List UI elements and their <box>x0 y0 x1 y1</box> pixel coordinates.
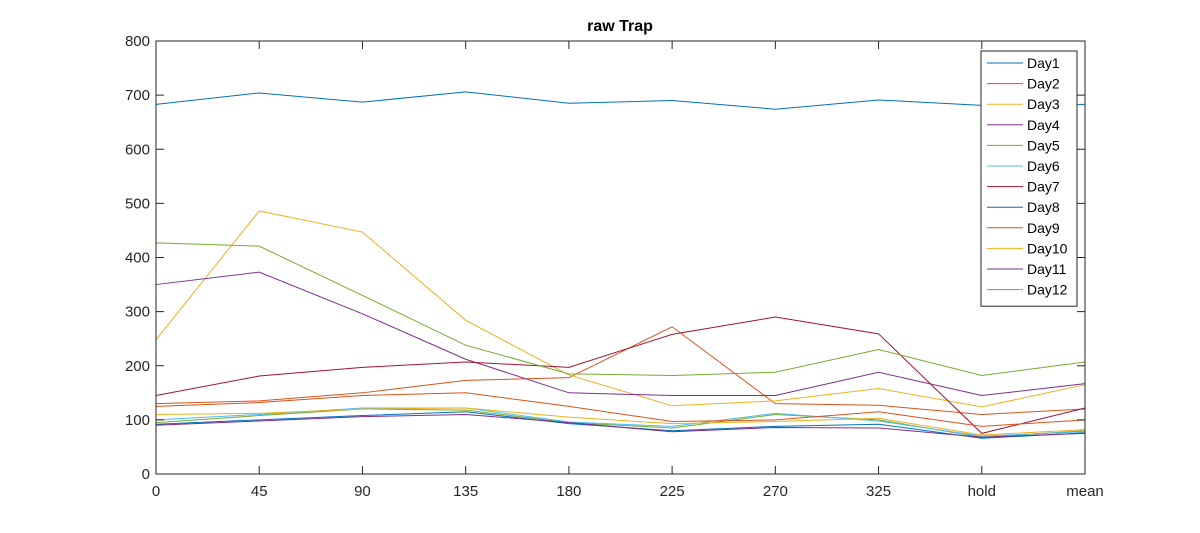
legend-box <box>980 50 1078 307</box>
legend-label: Day7 <box>1027 179 1060 195</box>
series-line-day12 <box>155 242 1086 376</box>
x-tick-label: mean <box>1066 483 1104 500</box>
legend-label: Day8 <box>1027 199 1060 215</box>
legend-label: Day10 <box>1027 240 1068 256</box>
legend-label: Day1 <box>1027 55 1060 71</box>
x-tick-label: 45 <box>251 483 268 500</box>
series-line-day7 <box>155 316 1086 434</box>
y-tick-label: 100 <box>125 412 150 429</box>
legend-label: Day2 <box>1027 76 1060 92</box>
axes: 0 100 200 300 400 500 600 700 800 0 45 90 135 180 225 2… <box>125 33 1104 500</box>
x-tick-label: 135 <box>453 483 478 500</box>
x-tick-label: 0 <box>152 483 160 500</box>
y-tick-label: 500 <box>125 195 150 212</box>
series-line-day2 <box>155 326 1086 415</box>
series-line-day1 <box>155 91 1086 110</box>
y-tick-label: 700 <box>125 87 150 104</box>
y-tick-label: 600 <box>125 141 150 158</box>
y-tick-label: 200 <box>125 358 150 375</box>
legend: Day1 Day2 Day3 Day4 Day5 Day6 Day7 Day8 Day9 Day1… <box>980 50 1078 307</box>
plot-area <box>156 41 1085 474</box>
legend-label: Day5 <box>1027 137 1060 153</box>
x-tick-label: 270 <box>763 483 788 500</box>
legend-label: Day3 <box>1027 96 1060 112</box>
legend-label: Day4 <box>1027 117 1060 133</box>
legend-label: Day11 <box>1027 261 1067 277</box>
x-tick-label: hold <box>968 483 996 500</box>
series-layer <box>155 91 1086 439</box>
x-tick-label: 90 <box>354 483 371 500</box>
y-tick-label: 0 <box>142 466 150 483</box>
series-line-day11 <box>155 413 1086 438</box>
legend-label: Day9 <box>1027 220 1060 236</box>
legend-label: Day12 <box>1027 282 1068 298</box>
y-tick-label: 400 <box>125 250 150 267</box>
x-tick-label: 225 <box>660 483 685 500</box>
legend-label: Day6 <box>1027 158 1060 174</box>
chart-title: raw Trap <box>587 18 653 35</box>
series-line-day9 <box>155 392 1086 427</box>
x-tick-label: 180 <box>556 483 581 500</box>
y-tick-label: 300 <box>125 304 150 321</box>
series-line-day3 <box>155 210 1086 408</box>
series-line-day10 <box>155 407 1086 436</box>
y-tick-label: 800 <box>125 33 150 50</box>
x-tick-label: 325 <box>866 483 891 500</box>
